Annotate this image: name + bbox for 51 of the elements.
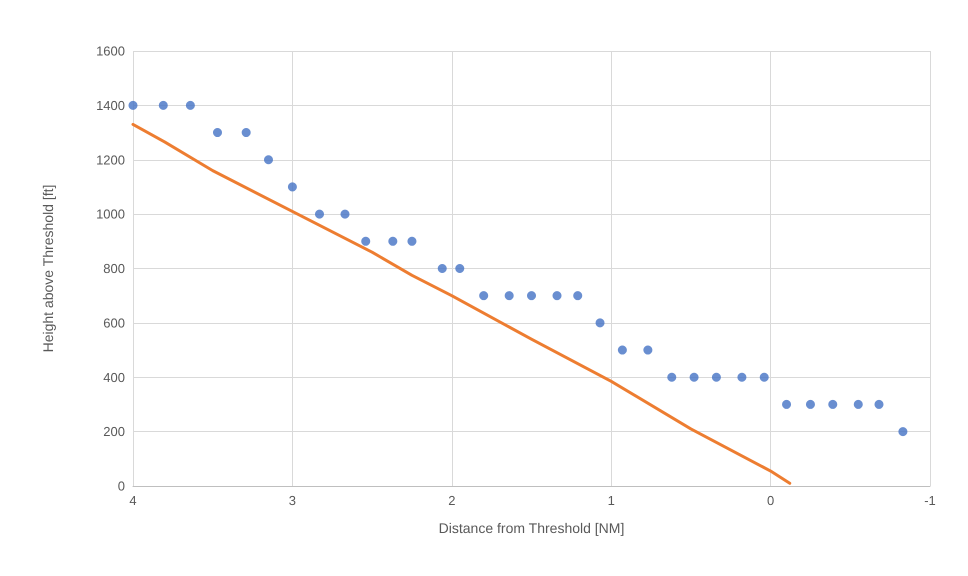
y-axis-title: Height above Threshold [ft]	[40, 184, 56, 352]
point	[874, 400, 884, 409]
y-tick-label: 200	[103, 424, 125, 440]
point	[643, 346, 652, 355]
point	[242, 128, 251, 138]
point	[128, 100, 138, 110]
point	[596, 318, 605, 328]
point	[854, 400, 863, 409]
y-tick-label: 800	[103, 261, 125, 276]
point	[828, 400, 838, 409]
point	[361, 236, 370, 246]
point	[315, 210, 324, 219]
point	[737, 372, 746, 382]
point	[455, 264, 464, 273]
y-tick-label: 0	[118, 478, 125, 494]
point	[340, 210, 350, 219]
x-tick-label: 4	[129, 493, 137, 508]
point	[573, 291, 582, 300]
point	[407, 236, 416, 246]
point	[690, 372, 699, 382]
x-tick-label: 1	[608, 493, 615, 508]
point	[479, 291, 488, 300]
x-tick-label: 0	[766, 493, 774, 508]
y-tick-label: 1200	[96, 152, 125, 168]
point	[212, 128, 222, 138]
point	[760, 372, 769, 382]
point	[712, 372, 721, 382]
point	[898, 427, 908, 436]
point	[504, 291, 514, 300]
point	[667, 372, 676, 382]
point	[618, 346, 627, 355]
point	[438, 264, 447, 273]
x-axis-title: Distance from Threshold [NM]	[438, 520, 624, 536]
y-tick-label: 1600	[96, 44, 125, 58]
point	[158, 100, 168, 110]
point	[552, 291, 562, 300]
point	[806, 400, 815, 409]
point	[388, 236, 398, 246]
point	[186, 100, 195, 110]
point	[288, 182, 297, 192]
y-tick-label: 1000	[96, 206, 125, 222]
x-tick-label: 2	[448, 493, 456, 508]
line-series	[132, 122, 792, 485]
y-tick-label: 1400	[96, 98, 125, 113]
y-tick-label: 400	[103, 370, 125, 385]
point	[527, 291, 536, 300]
x-tick-label: 3	[288, 493, 296, 508]
point	[782, 400, 792, 409]
point	[264, 155, 273, 164]
y-tick-label: 600	[103, 315, 125, 330]
x-tick-label: -1	[924, 493, 936, 508]
